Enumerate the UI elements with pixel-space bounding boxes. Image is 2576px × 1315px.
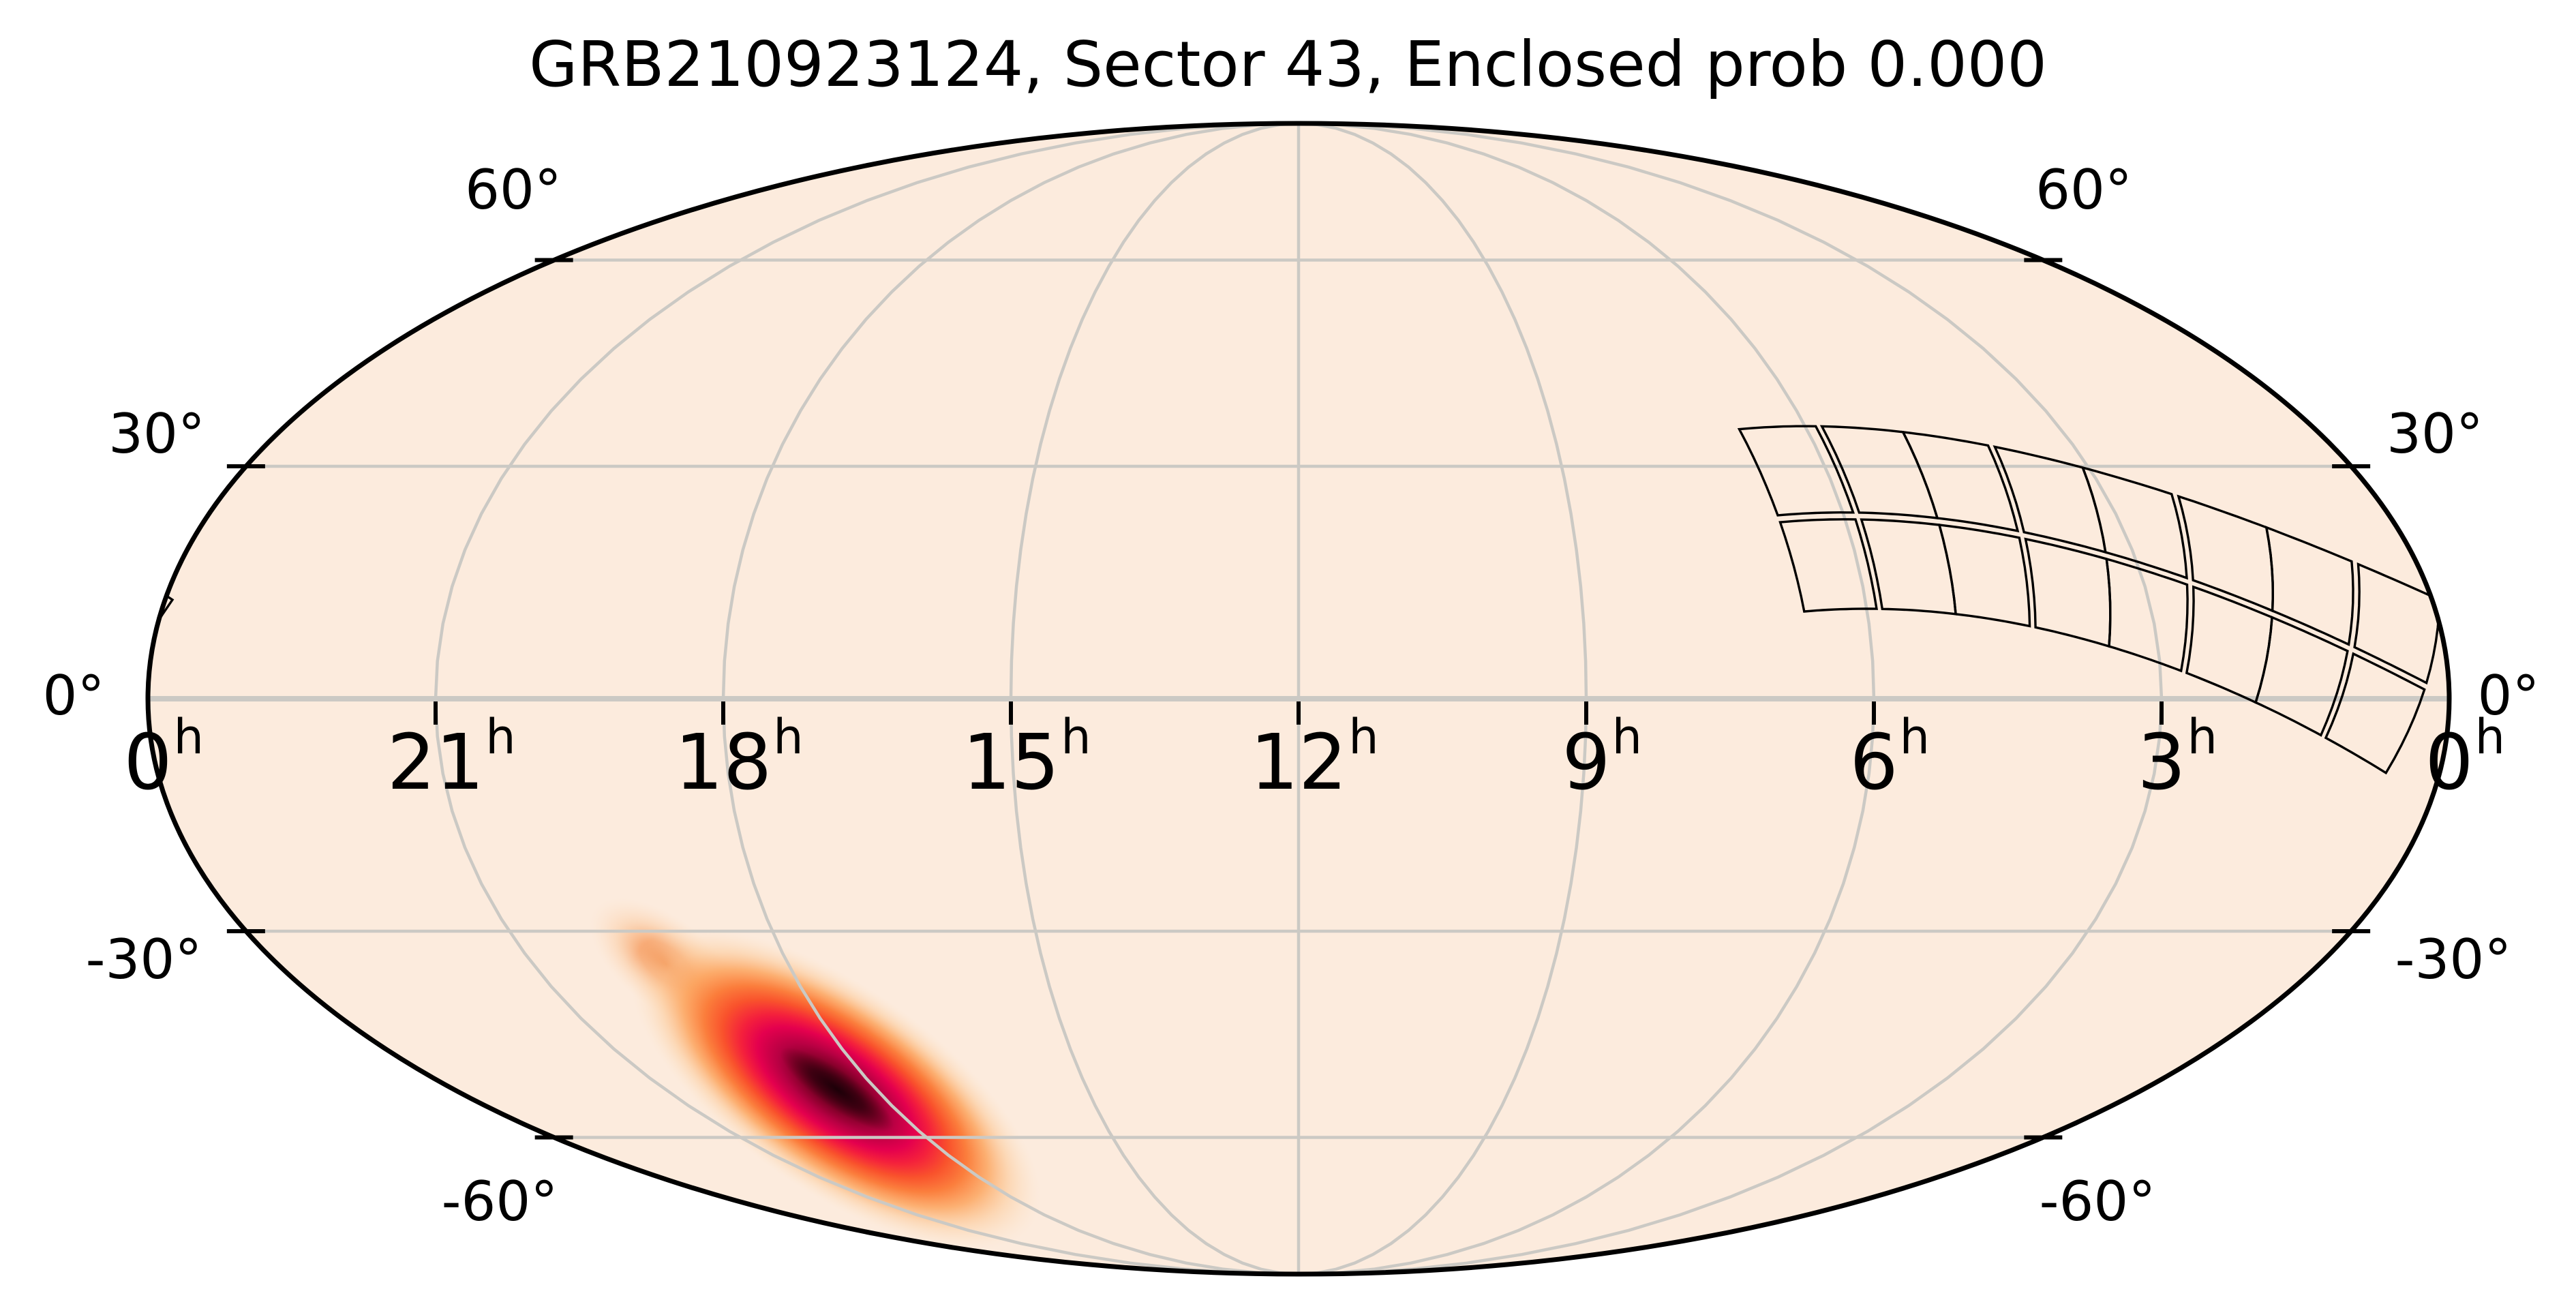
- ra-label-superscript: h: [485, 709, 515, 765]
- ra-label-superscript: h: [1900, 709, 1930, 765]
- ra-label: 0: [2425, 719, 2473, 807]
- dec-label-right: -60°: [2040, 1170, 2156, 1233]
- ra-gridline: [1298, 121, 1588, 1276]
- ra-label: 12: [1250, 719, 1348, 807]
- axis-labels: 0 h 21 h 18 h 15 h 12 h 9 h 6 h 3 h 0 h60° 60°30° 30°0° 0°-3…: [43, 158, 2540, 1233]
- ra-label: 9: [1562, 719, 1610, 807]
- dec-label-right: 60°: [2035, 158, 2132, 222]
- dec-label-left: -30°: [86, 928, 202, 991]
- ra-label-superscript: h: [773, 709, 803, 765]
- ra-label-superscript: h: [2475, 709, 2505, 765]
- ra-label-superscript: h: [2187, 709, 2217, 765]
- main-core: [780, 1047, 894, 1132]
- ra-label: 0: [123, 719, 172, 807]
- ra-label: 21: [387, 719, 485, 807]
- ra-gridline: [1009, 121, 1299, 1276]
- ra-gridline: [434, 121, 1299, 1276]
- ra-gridline: [721, 121, 1299, 1276]
- ccd-outline: [1860, 518, 1958, 616]
- dec-label-left: 60°: [465, 158, 562, 222]
- dec-label-left: 0°: [43, 664, 105, 727]
- projection-boundary: [145, 121, 2452, 1277]
- ra-label: 3: [2137, 719, 2185, 807]
- ccd-outline: [1737, 425, 1855, 517]
- ccd-outline: [2177, 494, 2275, 613]
- ccd-outline: [2185, 585, 2273, 704]
- ra-gridline: [1298, 121, 1876, 1276]
- ccd-outline: [1819, 425, 1939, 519]
- ra-label: 18: [675, 719, 772, 807]
- plot-title: GRB210923124, Sector 43, Enclosed prob 0…: [529, 28, 2047, 101]
- dec-label-right: 0°: [2478, 664, 2540, 727]
- ccd-outline: [2324, 652, 2426, 775]
- ra-label: 6: [1849, 719, 1898, 807]
- ra-label-superscript: h: [1612, 709, 1642, 765]
- ra-label: 15: [963, 719, 1060, 807]
- dec-label-left: -60°: [442, 1170, 558, 1233]
- ccd-outline: [2024, 537, 2112, 648]
- graticule: [148, 121, 2449, 1276]
- sector-footprint: [148, 425, 2441, 775]
- axis-ticks: [226, 258, 2371, 1140]
- dec-label-left: 30°: [108, 402, 205, 466]
- map-boundary: [145, 121, 2452, 1277]
- ccd-outline: [1778, 518, 1879, 613]
- ra-label-superscript: h: [1061, 709, 1091, 765]
- dec-label-right: -30°: [2395, 928, 2512, 991]
- ccd-outline: [148, 562, 175, 685]
- ra-label-superscript: h: [1348, 709, 1378, 765]
- ccd-outline: [1992, 445, 2107, 554]
- ra-label-superscript: h: [174, 709, 204, 765]
- ra-gridline: [1298, 121, 2164, 1276]
- dec-label-right: 30°: [2386, 402, 2483, 466]
